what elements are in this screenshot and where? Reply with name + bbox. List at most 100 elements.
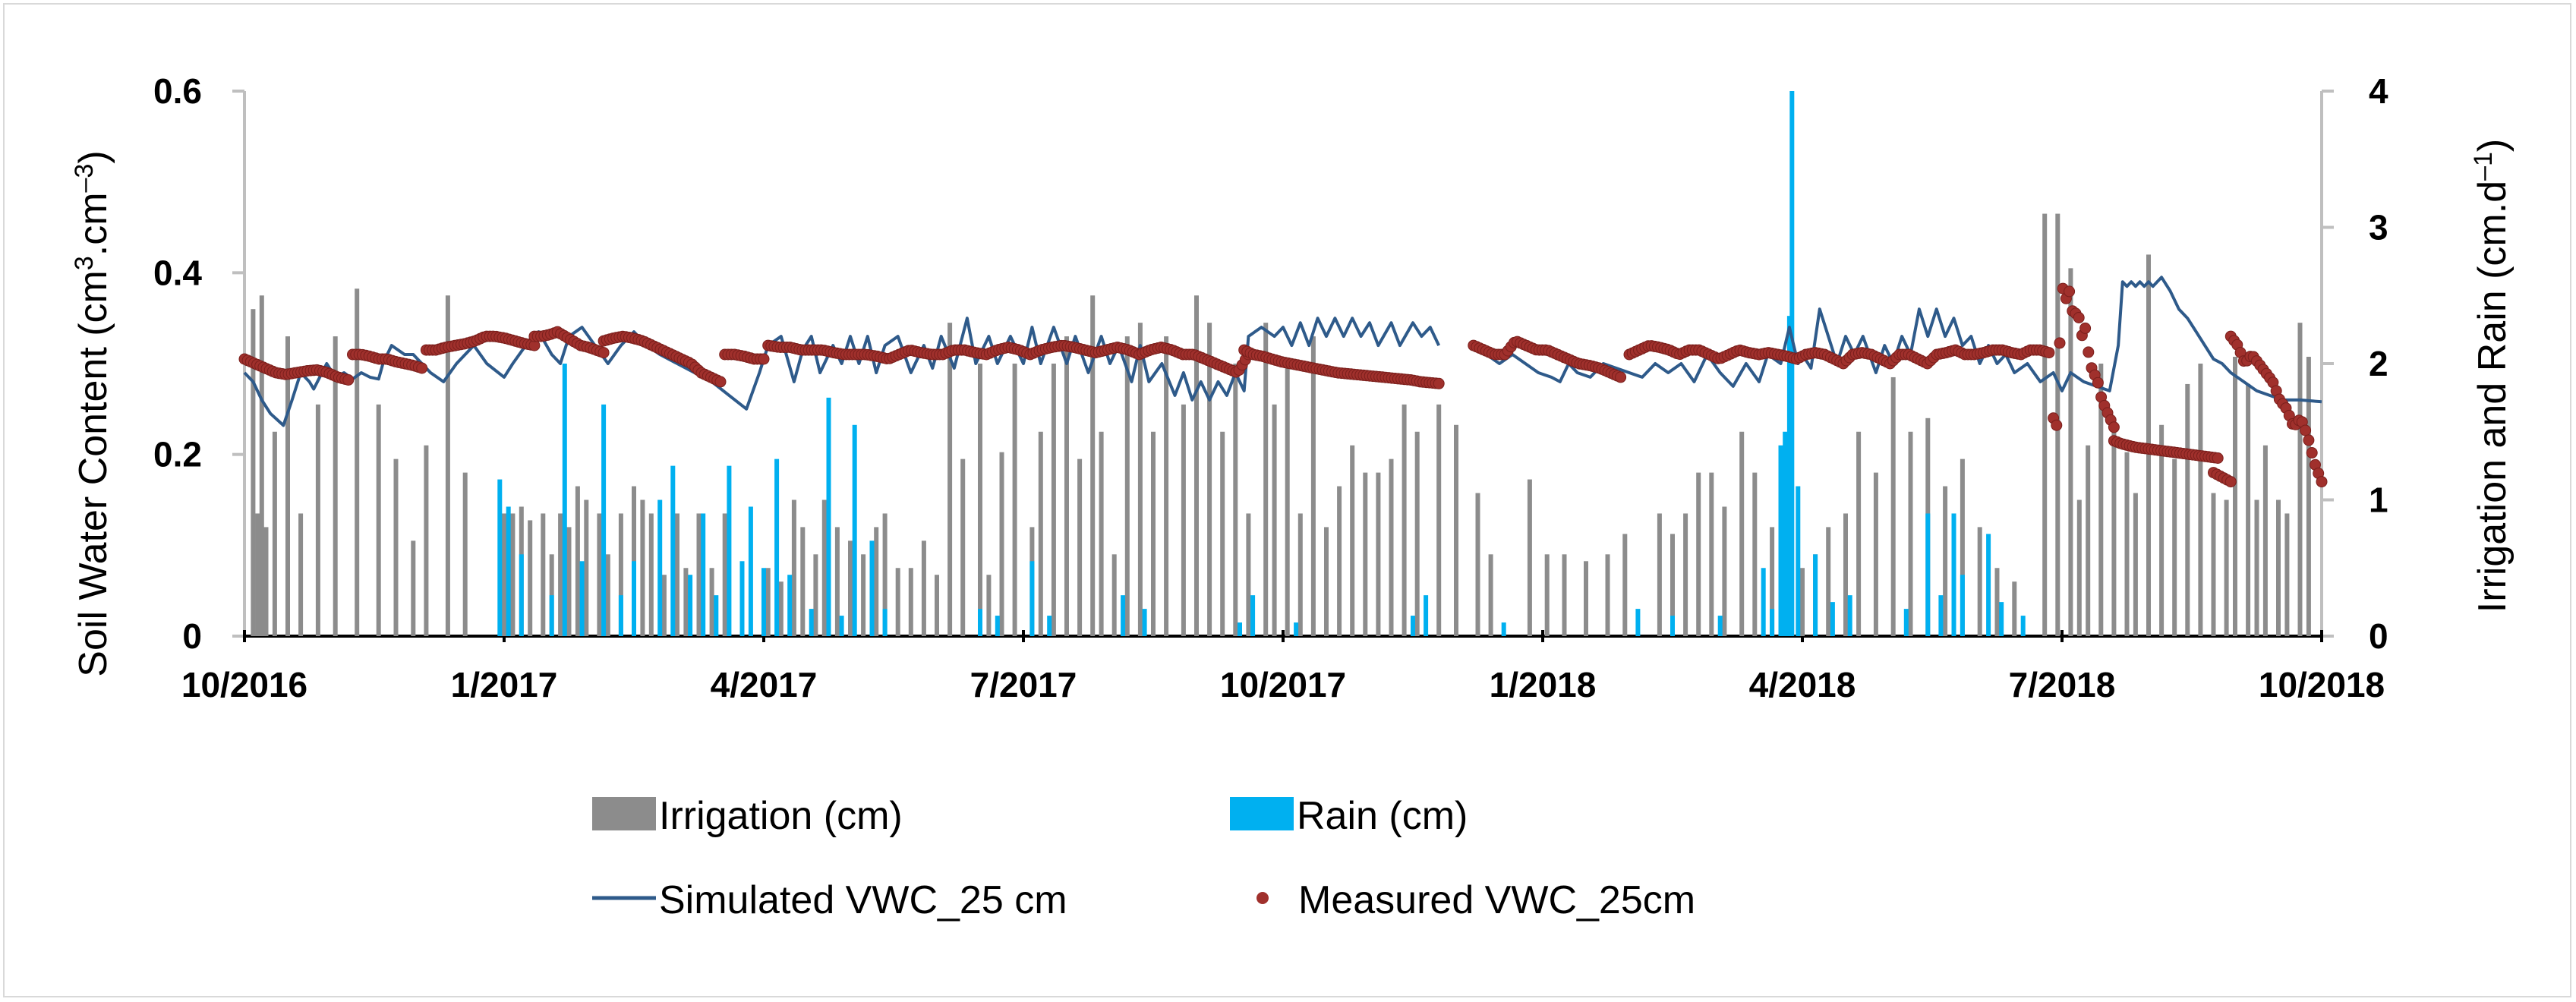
irrigation-bar	[2262, 445, 2268, 636]
irrigation-bar	[1363, 472, 1368, 636]
irrigation-bar	[999, 452, 1004, 636]
irrigation-bar	[675, 513, 679, 636]
irrigation-bar	[834, 527, 840, 636]
irrigation-bar	[393, 458, 399, 636]
y-right-tick-label: 0	[2369, 616, 2388, 656]
irrigation-bar	[882, 513, 888, 636]
irrigation-bar	[1856, 431, 1862, 636]
rain-bar	[995, 616, 1000, 636]
legend-rain-swatch	[1230, 797, 1294, 830]
irrigation-bar	[1233, 364, 1238, 636]
irrigation-bar	[2172, 458, 2177, 636]
irrigation-bar	[2042, 213, 2048, 636]
y-right-tick-label: 2	[2369, 344, 2388, 383]
irrigation-bar	[298, 513, 304, 636]
irrigation-bar	[1622, 534, 1628, 636]
legend-irrigation-label: Irrigation (cm)	[659, 794, 903, 838]
irrigation-bar	[661, 575, 667, 636]
rain-bar	[1717, 616, 1723, 636]
irrigation-bar	[1337, 486, 1342, 636]
irrigation-bar	[1220, 431, 1225, 636]
rain-bar	[1770, 609, 1775, 636]
irrigation-bar	[263, 527, 269, 636]
tick-labels-layer: 0 0.2 0.4 0.6 0 1 2 3 4 10/2016 1/2017 4/2017 7/2017…	[153, 71, 2388, 704]
y-right-tick-label: 1	[2369, 481, 2388, 520]
rain-bar	[727, 465, 732, 636]
y-right-title-end: )	[2470, 139, 2515, 152]
rain-bar	[1142, 609, 1147, 636]
irrigation-bar	[1181, 404, 1186, 636]
irrigation-bar	[1873, 472, 1878, 636]
irrigation-bar	[648, 513, 654, 636]
x-tick-label: 4/2018	[1749, 665, 1856, 704]
rain-bar	[739, 561, 745, 636]
rain-bar	[632, 561, 636, 636]
irrigation-bar	[1194, 295, 1199, 636]
irrigation-bar	[935, 575, 939, 636]
rain-bar	[1960, 575, 1965, 636]
rain-bar	[519, 554, 524, 636]
bars-layer	[251, 91, 2311, 636]
irrigation-bar	[683, 568, 689, 636]
irrigation-bar	[1099, 431, 1104, 636]
irrigation-bar	[597, 513, 602, 636]
irrigation-bar	[1137, 323, 1143, 636]
irrigation-bar	[2012, 581, 2017, 636]
irrigation-bar	[1722, 506, 1727, 636]
irrigation-bar	[848, 540, 853, 636]
irrigation-bar	[1488, 554, 1493, 636]
measured-vwc-point	[2083, 346, 2095, 358]
measured-vwc-point	[2064, 285, 2076, 298]
rain-bar	[1813, 554, 1818, 636]
irrigation-bar	[1111, 554, 1117, 636]
y-left-tick-label: 0	[182, 616, 202, 656]
measured-vwc-point	[2224, 476, 2237, 488]
rain-bar	[1761, 568, 1766, 636]
simulated-vwc-line	[1472, 276, 2322, 404]
measured-vwc-point	[2079, 322, 2092, 334]
irrigation-bar	[1527, 479, 1532, 636]
irrigation-bar	[921, 540, 926, 636]
irrigation-bar	[1124, 336, 1130, 636]
irrigation-bar	[1263, 323, 1269, 636]
irrigation-bar	[2297, 323, 2303, 636]
rain-bar	[1424, 595, 1429, 636]
y-left-title-end: )	[71, 150, 115, 163]
x-tick-label: 10/2018	[2259, 665, 2385, 704]
irrigation-bar	[978, 364, 982, 636]
irrigation-bar	[424, 445, 429, 636]
irrigation-bar	[1436, 404, 1442, 636]
rain-bar	[1250, 595, 1256, 636]
irrigation-bar	[1090, 295, 1096, 636]
irrigation-bar	[821, 499, 827, 636]
irrigation-bar	[2276, 499, 2281, 636]
irrigation-bar	[528, 520, 533, 636]
irrigation-bar	[255, 513, 260, 636]
legend-measured-swatch	[1256, 892, 1269, 904]
measured-vwc-point	[416, 362, 428, 374]
irrigation-bar	[1402, 404, 1407, 636]
measured-vwc-point	[597, 347, 610, 359]
irrigation-bar	[1454, 424, 1458, 636]
rain-bar	[1786, 316, 1792, 636]
irrigation-bar	[1994, 568, 2000, 636]
irrigation-bar	[541, 513, 546, 636]
rain-bar	[1047, 616, 1052, 636]
rain-bar	[506, 506, 511, 636]
y-right-axis-title: Irrigation and Rain (cm.d–1)	[2469, 139, 2515, 613]
rain-bar	[618, 595, 623, 636]
irrigation-bar	[2086, 445, 2091, 636]
measured-vwc-point	[1433, 377, 1445, 389]
measured-vwc-point	[342, 374, 355, 386]
irrigation-bar	[1683, 513, 1688, 636]
irrigation-bar	[1475, 493, 1480, 636]
rain-bar	[1938, 595, 1944, 636]
rain-bar	[2020, 616, 2026, 636]
rain-bar	[562, 364, 567, 636]
rain-bar	[1951, 513, 1956, 636]
irrigation-bar	[584, 499, 589, 636]
rain-bar	[701, 513, 706, 636]
irrigation-bar	[2224, 499, 2229, 636]
measured-vwc-point	[758, 353, 770, 365]
